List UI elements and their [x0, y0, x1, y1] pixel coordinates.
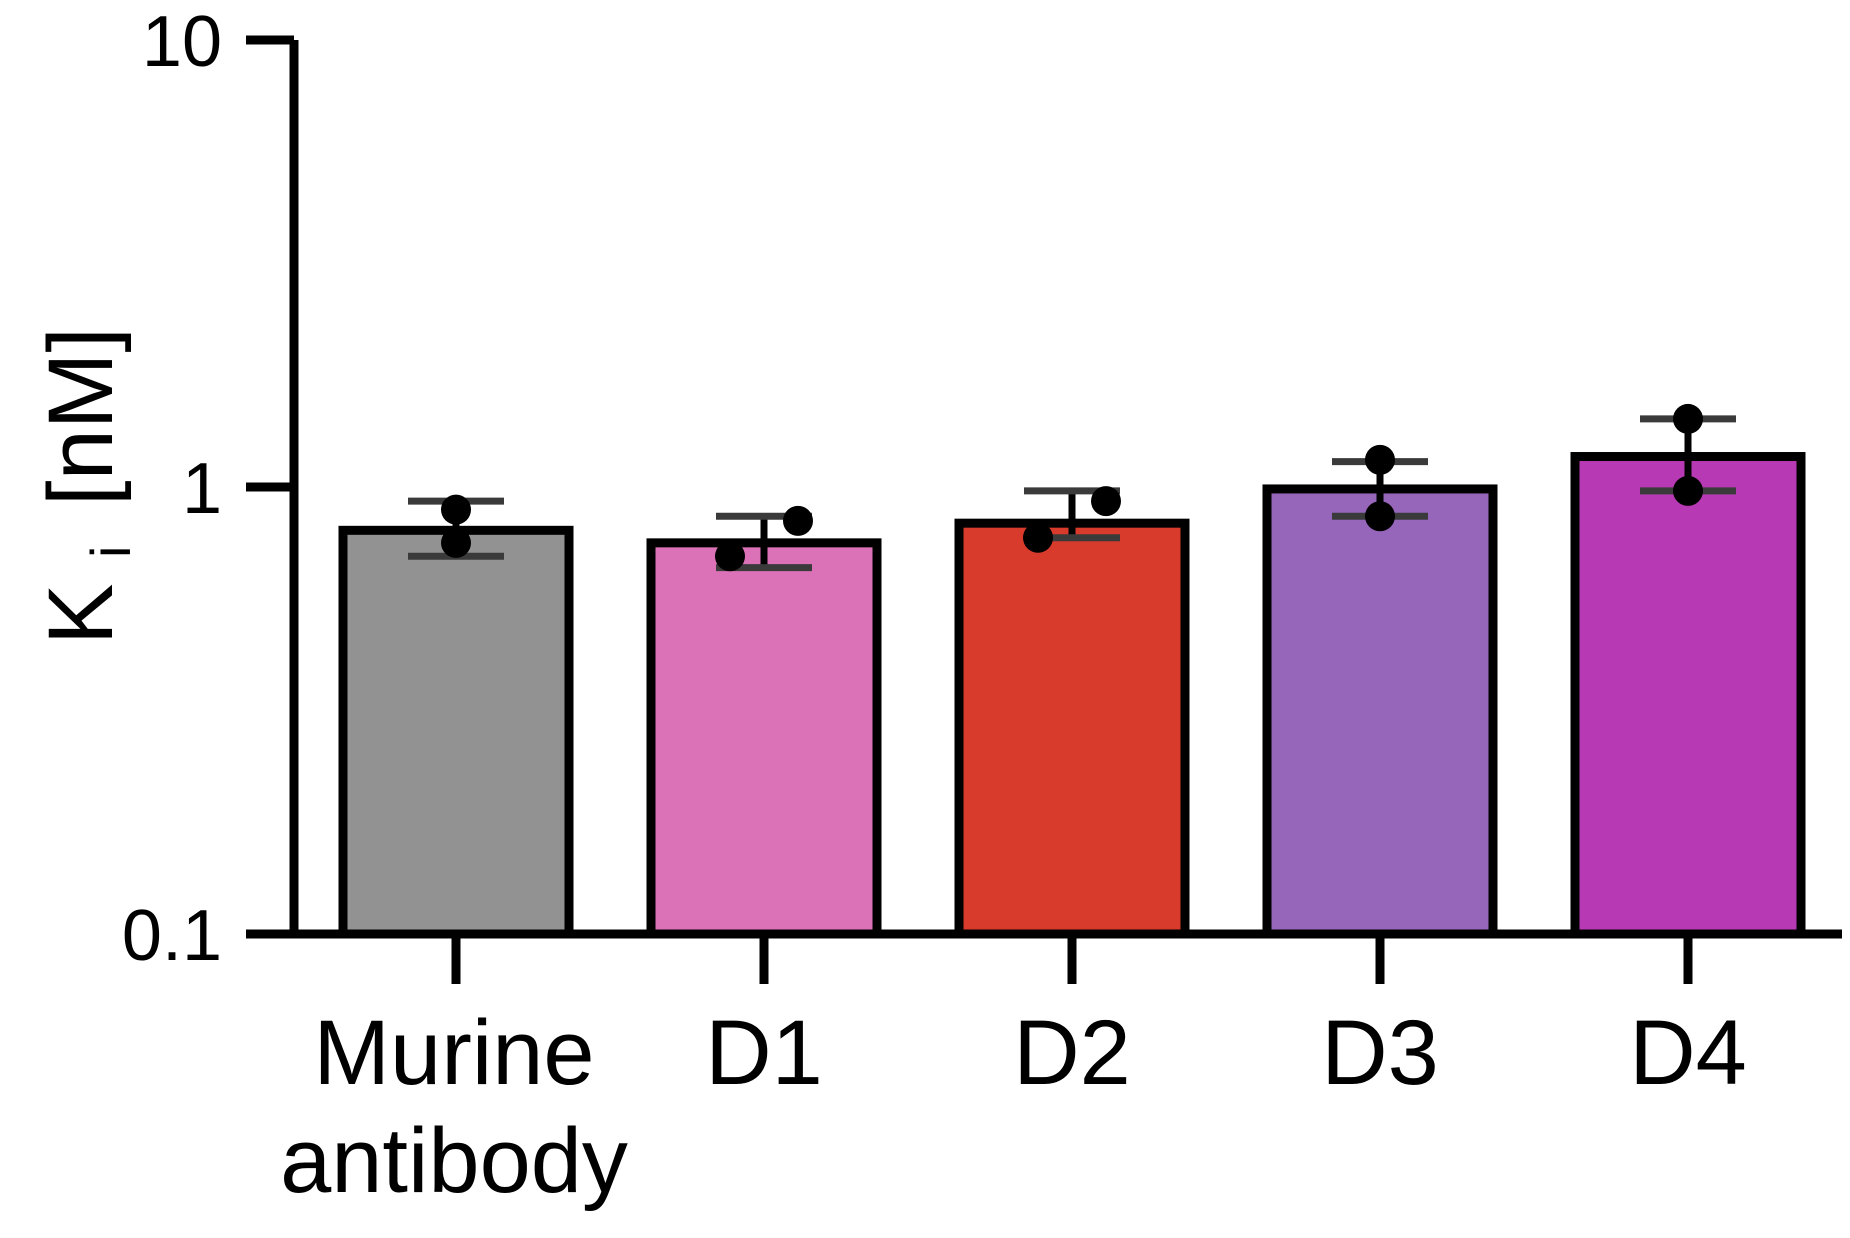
y-axis-title-main: K [30, 584, 132, 645]
y-axis-title-unit: [nM] [30, 327, 132, 506]
labels-layer: Murine antibody D1 D2 D3 D4 0.1 1 10 [122, 2, 1747, 1212]
x-tick-label-4: D4 [1629, 1002, 1747, 1104]
x-tick-label-0: Murine antibody [280, 1002, 628, 1212]
data-point-4-1 [1673, 475, 1703, 506]
data-point-0-0 [441, 494, 471, 525]
x-tick-label-1: D1 [705, 1002, 823, 1104]
x-tick-label-2: D2 [1013, 1002, 1131, 1104]
data-point-3-0 [1365, 444, 1395, 475]
bar-0 [338, 525, 574, 939]
y-tick-label-1: 1 [182, 449, 222, 529]
data-point-0-1 [441, 527, 471, 558]
data-point-2-1 [1091, 486, 1121, 517]
bar-1 [646, 538, 882, 939]
x-tick-label-line-3-0: D3 [1321, 1002, 1439, 1104]
y-tick-label-2: 10 [142, 2, 222, 82]
x-tick-label-line-0-0: Murine [313, 1002, 594, 1104]
data-point-1-0 [715, 541, 745, 572]
bars-layer [338, 403, 1806, 939]
data-point-1-1 [783, 505, 813, 536]
x-tick-label-3: D3 [1321, 1002, 1439, 1104]
axes-layer [246, 35, 1842, 984]
x-tick-label-line-4-0: D4 [1629, 1002, 1747, 1104]
y-axis-title: K i [nM] [30, 327, 150, 645]
data-point-4-0 [1673, 403, 1703, 434]
data-point-2-0 [1023, 522, 1053, 553]
x-tick-label-line-2-0: D2 [1013, 1002, 1131, 1104]
y-tick-label-0: 0.1 [122, 896, 222, 976]
data-point-3-1 [1365, 501, 1395, 532]
x-tick-label-line-0-1: antibody [280, 1110, 628, 1212]
bar-2 [954, 518, 1190, 939]
x-tick-label-line-1-0: D1 [705, 1002, 823, 1104]
bar-4 [1570, 452, 1806, 939]
bar-3 [1262, 484, 1498, 939]
y-axis-title-subscript: i [79, 546, 142, 558]
